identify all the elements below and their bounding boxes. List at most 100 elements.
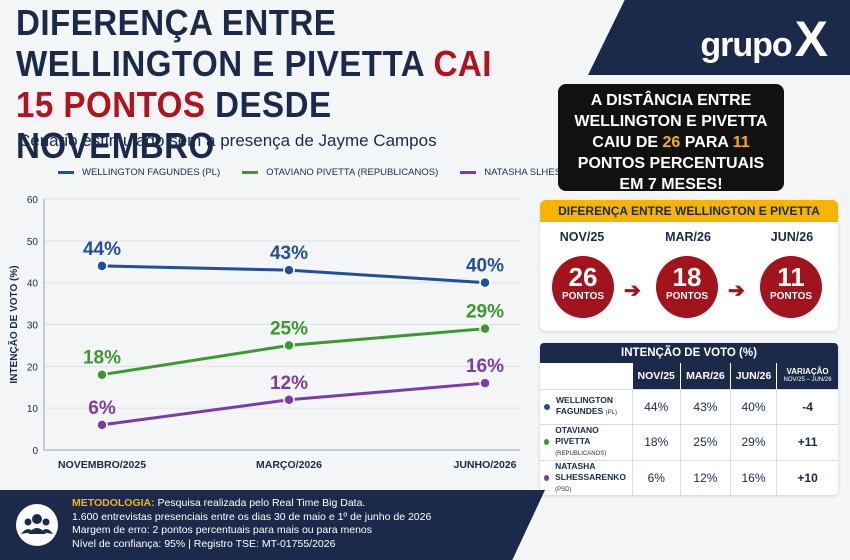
- cell-value: 25%: [679, 423, 731, 460]
- legend-item-wellington: WELLINGTON FAGUNDES (PL): [58, 167, 220, 178]
- table-row: NATASHA SLHESSARENKO (PSD) 6% 12% 16% +10: [540, 459, 838, 495]
- vote-table-header: NOV/25 MAR/26 JUN/26 VARIAÇÃO NOV/25 – JU…: [540, 363, 838, 389]
- legend-item-pivetta: OTAVIANO PIVETTA (REPUBLICANOS): [242, 167, 438, 178]
- cell-value: 40%: [729, 388, 777, 424]
- data-label: 6%: [88, 398, 116, 419]
- data-point: [96, 368, 108, 381]
- var-header-sub: NOV/25 – JUN/26: [783, 376, 832, 383]
- diff-label-nov: NOV/25: [559, 230, 605, 244]
- methodology-line2: 1.600 entrevistas presenciais entre os d…: [72, 510, 432, 523]
- cell-variation: +10: [776, 459, 838, 495]
- row-name1: NATASHA: [555, 460, 596, 471]
- diff-circle-nov: 26 PONTOS: [552, 256, 614, 318]
- callout-line3: CAIU DE 26 PARA 11: [558, 132, 784, 153]
- callout-value-from: 26: [662, 134, 681, 151]
- diff-unit-mar: PONTOS: [665, 291, 709, 302]
- methodology-footer: METODOLOGIA: Pesquisa realizada pelo Rea…: [0, 490, 545, 560]
- x-tick-label: NOVEMBRO/2025: [58, 459, 146, 471]
- vote-table: NOV/25 MAR/26 JUN/26 VARIAÇÃO NOV/25 – JU…: [540, 363, 838, 495]
- row-name2: FAGUNDES: [556, 405, 604, 416]
- methodology-line1: Pesquisa realizada pelo Real Time Big Da…: [154, 497, 366, 509]
- methodology-label: METODOLOGIA:: [72, 497, 155, 509]
- logo-band: grupo X: [588, 0, 850, 75]
- table-row: WELLINGTON FAGUNDES (PL) 44% 43% 40% -4: [540, 388, 838, 424]
- row-name2: PIVETTA: [555, 435, 591, 446]
- callout-line4: PONTOS PERCENTUAIS: [577, 155, 765, 172]
- data-point: [283, 394, 295, 406]
- legend-swatch-wellington: [58, 171, 74, 174]
- table-row: OTAVIANO PIVETTA (REPUBLICANOS) 18% 25% 2…: [540, 423, 838, 460]
- callout-text-a: CAIU DE: [592, 134, 663, 151]
- methodology-line3: Margem de erro: 2 pontos percentuais par…: [72, 524, 372, 536]
- data-point: [479, 377, 491, 389]
- cell-value: 43%: [679, 388, 731, 424]
- header-variation: VARIAÇÃO NOV/25 – JUN/26: [776, 363, 838, 389]
- cell-value: 16%: [729, 459, 777, 495]
- y-tick-label: 50: [27, 237, 39, 248]
- logo-x: X: [794, 11, 828, 67]
- row-party: (REPUBLICANOS): [555, 450, 607, 457]
- y-tick-label: 40: [27, 279, 39, 290]
- cell-variation: -4: [776, 388, 838, 424]
- diff-circle-mar: 18 PONTOS: [656, 256, 718, 318]
- diff-value-mar: 18: [672, 262, 702, 292]
- vote-table-title: INTENÇÃO DE VOTO (%): [540, 343, 838, 363]
- header-nov: NOV/25: [631, 363, 681, 389]
- cell-value: 12%: [679, 459, 731, 495]
- diff-label-mar: MAR/26: [665, 230, 711, 244]
- data-label: 25%: [270, 318, 308, 339]
- cell-value: 18%: [631, 423, 681, 460]
- y-tick-label: 60: [27, 195, 39, 206]
- data-point: [283, 339, 295, 352]
- data-label: 12%: [270, 373, 308, 394]
- title-part2: DESDE NOVEMBRO: [16, 84, 332, 166]
- title-highlight: CAI 15 PONTOS: [16, 43, 492, 125]
- methodology-text: METODOLOGIA: Pesquisa realizada pelo Rea…: [72, 497, 431, 551]
- distance-callout: A DISTÂNCIA ENTRE WELLINGTON E PIVETTA C…: [558, 84, 784, 193]
- data-point: [96, 260, 108, 272]
- diff-value-jun: 11: [777, 262, 805, 292]
- header-jun: JUN/26: [729, 363, 777, 389]
- cell-value: 29%: [729, 423, 777, 460]
- legend-label-pivetta: OTAVIANO PIVETTA (REPUBLICANOS): [266, 167, 439, 178]
- brand-logo: grupo X: [700, 10, 828, 68]
- row-party: (PSD): [555, 486, 572, 493]
- difference-title: DIFERENÇA ENTRE WELLINGTON E PIVETTA: [540, 200, 838, 222]
- diff-unit-nov: PONTOS: [561, 291, 605, 302]
- row-name: NATASHA SLHESSARENKO (PSD): [540, 459, 632, 495]
- data-label: 16%: [466, 356, 504, 377]
- row-name: OTAVIANO PIVETTA (REPUBLICANOS): [540, 423, 632, 460]
- vote-table-panel: INTENÇÃO DE VOTO (%) NOV/25 MAR/26 JUN/2…: [540, 343, 838, 495]
- cell-value: 6%: [631, 459, 681, 495]
- callout-value-to: 11: [732, 134, 750, 151]
- dot-icon: [544, 439, 550, 445]
- diff-value-nov: 26: [568, 262, 598, 292]
- people-icon: [16, 504, 58, 546]
- row-name2: SLHESSARENKO: [555, 471, 626, 482]
- legend-swatch-natasha: [460, 171, 477, 174]
- row-name: WELLINGTON FAGUNDES (PL): [540, 388, 632, 424]
- callout-line1: A DISTÂNCIA ENTRE: [590, 92, 752, 109]
- data-label: 43%: [270, 243, 308, 264]
- data-point: [479, 276, 491, 289]
- diff-unit-jun: PONTOS: [769, 291, 813, 302]
- header-empty: [540, 363, 632, 389]
- data-point: [479, 322, 491, 335]
- diff-circle-jun: 11 PONTOS: [760, 256, 822, 318]
- dot-icon: [544, 475, 550, 481]
- data-label: 18%: [83, 348, 121, 369]
- cell-value: 44%: [631, 388, 681, 424]
- callout-line5: EM 7 MESES!: [619, 176, 723, 193]
- logo-text: grupo: [700, 26, 792, 64]
- data-point: [96, 419, 108, 431]
- legend-swatch-pivetta: [242, 171, 259, 174]
- y-tick-label: 0: [32, 446, 38, 457]
- callout-text-c: PARA: [680, 134, 733, 151]
- legend-label-wellington: WELLINGTON FAGUNDES (PL): [82, 167, 221, 178]
- difference-panel: DIFERENÇA ENTRE WELLINGTON E PIVETTA NOV…: [540, 200, 838, 331]
- page-subtitle: Cenário estimulado sem a presença de Jay…: [18, 131, 437, 150]
- line-chart: 0 10 20 30 40 50 60 INTENÇÃO DE VOTO (%) NOVEMBR…: [7, 195, 520, 471]
- y-axis-label: INTENÇÃO DE VOTO (%): [7, 265, 20, 383]
- x-tick-label: JUNHO/2026: [453, 459, 516, 471]
- x-tick-label: MARÇO/2026: [256, 459, 322, 471]
